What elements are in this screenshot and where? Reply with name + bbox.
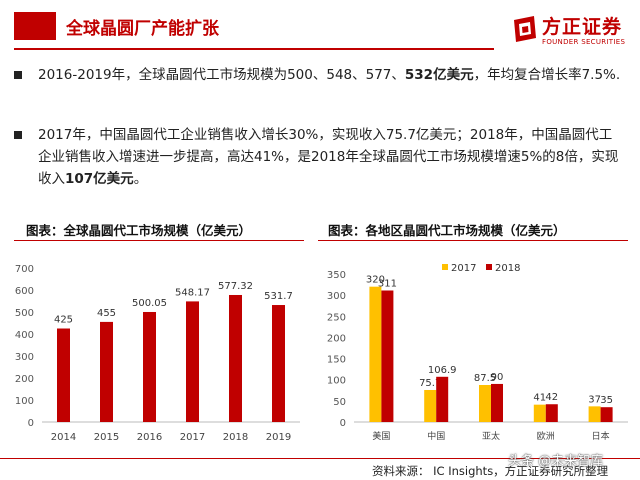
x-tick-label: 中国 [427,430,445,442]
y-tick-label: 200 [15,374,34,385]
bullet-text-1: 2016-2019年，全球晶圆代工市场规模为500、548、577、532亿美元… [38,67,621,83]
data-label: 320 [366,275,385,286]
y-tick-label: 100 [15,396,34,407]
y-tick-label: 0 [340,418,346,429]
y-tick-label: 50 [333,397,346,408]
y-tick-label: 150 [327,355,346,366]
bullet-item-1: 2016-2019年，全球晶圆代工市场规模为500、548、577、532亿美元… [14,64,624,108]
x-tick-label: 日本 [592,430,610,442]
bar [424,389,437,422]
data-label: 75.7 [419,378,441,389]
bar [57,328,70,422]
header: 全球晶圆厂产能扩张 方正证券 FOUNDER SECURITIES [0,0,640,62]
x-tick-label: 2018 [223,432,248,443]
data-label: 42 [545,392,558,403]
y-tick-label: 350 [327,270,346,281]
data-label: 531.7 [264,291,293,302]
data-label: 577.32 [218,281,253,292]
bar [381,290,394,422]
data-label: 425 [54,315,73,326]
data-label: 500.05 [132,298,167,309]
chart-global-foundry-market: 0 100 200 300 400 500 600 700 425 2014 455 2015 500.… [15,264,300,443]
y-tick-label: 0 [28,418,34,429]
title-accent-block [14,12,56,40]
bar [491,383,503,422]
data-label: 548.17 [175,287,210,298]
data-label: 35 [600,395,613,406]
bullet-square-icon [14,131,22,139]
y-tick-label: 400 [15,330,34,341]
data-label: 455 [97,308,116,319]
chart-2-title-rule [318,240,628,241]
y-tick-label: 100 [327,376,346,387]
chart-1-title-rule [14,240,304,241]
x-tick-label: 欧洲 [537,430,555,442]
y-tick-label: 500 [15,308,34,319]
bullet-square-icon [14,71,22,79]
founder-logo-icon [514,16,536,42]
legend-swatch [486,264,492,270]
x-tick-label: 2014 [51,432,76,443]
x-tick-label: 亚太 [482,430,500,442]
logo-english-name: FOUNDER SECURITIES [542,38,626,46]
bar [369,286,382,422]
bar [588,406,601,422]
y-tick-label: 200 [327,333,346,344]
watermark: 头条 @未来智库 [508,454,604,469]
bar [545,404,558,422]
y-tick-label: 300 [15,352,34,363]
bar [600,407,613,422]
title-underline [14,48,494,50]
x-tick-label: 2017 [180,432,205,443]
bar [229,294,242,422]
founder-securities-logo: 方正证券 FOUNDER SECURITIES [512,10,630,52]
bar [272,305,285,422]
data-label: 41 [533,393,546,404]
bullet-item-2: 2017年，中国晶圆代工企业销售收入增长30%，实现收入75.7亿美元；2018… [14,124,624,190]
y-tick-label: 700 [15,264,34,275]
data-label: 90 [491,372,504,383]
bar [100,321,113,422]
bar [479,385,491,422]
x-tick-label: 2019 [266,432,291,443]
x-tick-label: 美国 [372,430,390,442]
legend-label: 2018 [495,263,520,274]
data-label: 37 [588,394,601,405]
bar [143,311,156,422]
footer-rule [0,458,640,459]
bar [436,376,449,422]
chart-2-title: 图表：各地区晶圆代工市场规模（亿美元） [328,223,566,238]
x-tick-label: 2016 [137,432,162,443]
data-label: 311 [378,278,397,289]
bullet-text-2: 2017年，中国晶圆代工企业销售收入增长30%，实现收入75.7亿美元；2018… [38,127,619,187]
legend-swatch [442,264,448,270]
logo-chinese-name: 方正证券 [542,16,623,38]
data-label: 106.9 [428,365,457,376]
bar [533,404,546,422]
source-note: 资料来源： IC Insights，方正证券研究所整理 [372,464,609,478]
x-tick-label: 2015 [94,432,119,443]
y-tick-label: 300 [327,291,346,302]
y-tick-label: 250 [327,312,346,323]
page-title: 全球晶圆厂产能扩张 [66,19,219,39]
chart-1-title: 图表：全球晶圆代工市场规模（亿美元） [26,223,252,238]
bar [186,301,199,422]
y-tick-label: 600 [15,286,34,297]
legend-label: 2017 [451,263,476,274]
data-label: 87.5 [474,373,496,384]
